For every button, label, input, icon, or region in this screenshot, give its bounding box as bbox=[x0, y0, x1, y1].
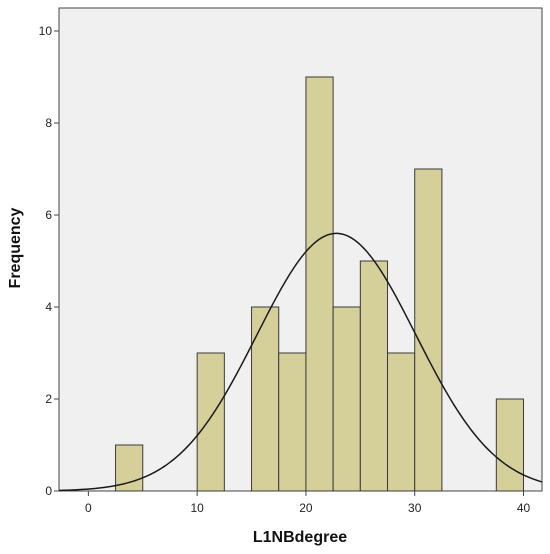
y-tick-label: 10 bbox=[39, 24, 53, 38]
normal-curve bbox=[58, 232, 543, 492]
histogram-bar-2 bbox=[251, 306, 280, 492]
x-tick-label: 40 bbox=[517, 501, 531, 515]
x-tick-label: 30 bbox=[408, 501, 422, 515]
x-tick-label: 0 bbox=[85, 501, 92, 515]
x-tick-label: 10 bbox=[190, 501, 204, 515]
y-tick-label: 4 bbox=[45, 300, 52, 314]
x-tick-label: 20 bbox=[299, 501, 313, 515]
histogram-bar-6 bbox=[359, 260, 389, 492]
y-tick-label: 2 bbox=[45, 392, 52, 406]
y-tick-label: 8 bbox=[45, 116, 52, 130]
bars-group bbox=[115, 76, 525, 492]
histogram-bar-0 bbox=[115, 444, 144, 492]
histogram-bar-7 bbox=[387, 352, 416, 492]
histogram-bar-3 bbox=[278, 352, 307, 492]
histogram-bar-4 bbox=[305, 76, 334, 492]
x-axis: 0 10 20 30 40 bbox=[85, 491, 531, 515]
y-tick-label: 6 bbox=[45, 208, 52, 222]
histogram-bar-1 bbox=[196, 352, 225, 492]
y-axis: 0 2 4 6 8 10 bbox=[39, 24, 59, 498]
histogram-bar-8 bbox=[414, 168, 443, 492]
x-axis-title: L1NBdegree bbox=[253, 529, 347, 546]
histogram-bar-9 bbox=[495, 398, 525, 492]
y-tick-label: 0 bbox=[45, 484, 52, 498]
y-axis-title: Frequency bbox=[7, 207, 24, 288]
histogram-bar-5 bbox=[332, 306, 361, 492]
